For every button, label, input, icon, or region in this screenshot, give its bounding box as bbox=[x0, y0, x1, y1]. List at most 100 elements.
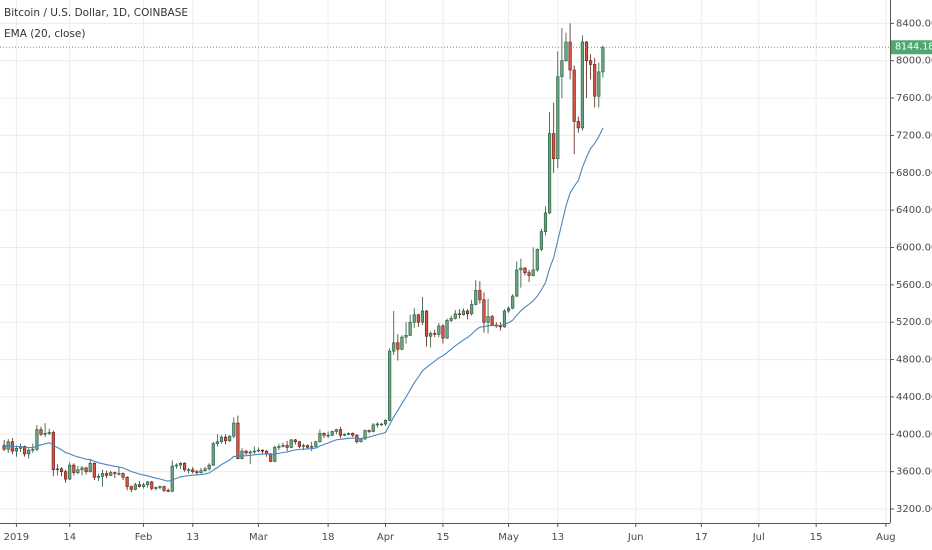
y-tick-label: 8400.00 bbox=[896, 18, 932, 29]
candle-body bbox=[174, 464, 178, 467]
x-tick-label: 13 bbox=[551, 532, 564, 543]
x-tick-label: Apr bbox=[377, 532, 395, 543]
candle-body bbox=[113, 472, 117, 474]
candle-body bbox=[429, 333, 433, 337]
candle-body bbox=[576, 121, 580, 129]
y-tick-label: 5200.00 bbox=[896, 317, 932, 328]
candle-body bbox=[256, 449, 260, 452]
candle-body bbox=[35, 429, 39, 450]
candle-body bbox=[129, 486, 133, 490]
candle-body bbox=[244, 450, 248, 454]
candle-body bbox=[240, 450, 244, 459]
candle-body bbox=[310, 446, 314, 448]
candle-body bbox=[593, 64, 597, 97]
ema-line bbox=[4, 127, 604, 482]
candle-body bbox=[72, 464, 76, 473]
y-tick-label: 6000.00 bbox=[896, 242, 932, 253]
candle-body bbox=[375, 423, 379, 426]
candle-body bbox=[100, 473, 105, 477]
candle-body bbox=[363, 430, 367, 440]
candle-body bbox=[96, 476, 101, 478]
candle-body bbox=[88, 462, 92, 472]
candle-body bbox=[470, 304, 474, 315]
y-tick-label: 6400.00 bbox=[896, 205, 932, 216]
candle-body bbox=[334, 429, 338, 432]
candle-body bbox=[404, 334, 408, 338]
candle-body bbox=[117, 473, 121, 475]
candle-body bbox=[589, 60, 593, 65]
candle-body bbox=[178, 462, 183, 466]
candle-body bbox=[338, 429, 342, 436]
x-tick-label: Jul bbox=[752, 532, 765, 543]
candle-body bbox=[207, 464, 211, 470]
last-price-label: 8144.18 bbox=[895, 42, 932, 53]
y-tick-label: 7600.00 bbox=[896, 93, 932, 104]
candle-body bbox=[64, 471, 68, 480]
candle-body bbox=[141, 484, 146, 487]
candle-body bbox=[580, 41, 584, 129]
candle-body bbox=[248, 451, 252, 454]
candle-body bbox=[465, 310, 470, 315]
candle-body bbox=[379, 423, 383, 426]
candle-body bbox=[453, 313, 457, 319]
candle-body bbox=[195, 471, 199, 473]
candle-body bbox=[515, 269, 519, 297]
candle-body bbox=[519, 267, 523, 271]
x-tick-label: May bbox=[498, 532, 519, 543]
candle-body bbox=[408, 321, 412, 336]
candle-body bbox=[457, 313, 461, 316]
candle-body bbox=[133, 484, 137, 490]
candle-body bbox=[84, 467, 88, 472]
candle-body bbox=[560, 60, 564, 77]
candle-body bbox=[215, 441, 219, 444]
candle-body bbox=[14, 447, 18, 452]
chart-title: Bitcoin / U.S. Dollar, 1D, COINBASE bbox=[4, 7, 188, 19]
candle-body bbox=[556, 76, 560, 160]
candle-body bbox=[297, 441, 301, 447]
y-tick-label: 6800.00 bbox=[896, 168, 932, 179]
candle-body bbox=[441, 325, 445, 339]
candle-body bbox=[511, 295, 515, 309]
candle-body bbox=[269, 453, 273, 462]
candle-body bbox=[314, 441, 318, 447]
candle-body bbox=[416, 314, 420, 323]
candle-body bbox=[236, 422, 240, 459]
candle-body bbox=[2, 445, 6, 450]
candle-body bbox=[43, 433, 47, 435]
candle-body bbox=[322, 433, 326, 436]
candle-body bbox=[548, 133, 552, 214]
candle-body bbox=[182, 462, 187, 471]
x-tick-label: 13 bbox=[186, 532, 199, 543]
x-tick-label: 15 bbox=[810, 532, 823, 543]
candle-body bbox=[232, 422, 236, 437]
candle-body bbox=[400, 336, 404, 350]
candle-body bbox=[252, 450, 256, 453]
candle-body bbox=[59, 468, 64, 472]
candle-body bbox=[187, 469, 191, 471]
candle-body bbox=[342, 433, 347, 436]
candle-body bbox=[482, 299, 486, 323]
candle-body bbox=[347, 433, 351, 435]
candle-body bbox=[412, 314, 416, 323]
candle-body bbox=[27, 449, 31, 455]
y-tick-label: 4000.00 bbox=[896, 429, 932, 440]
candle-body bbox=[543, 212, 548, 232]
last-price-box bbox=[891, 40, 932, 55]
candle-body bbox=[125, 476, 129, 487]
candle-body bbox=[326, 434, 330, 437]
candle-body bbox=[260, 449, 265, 452]
candle-body bbox=[437, 325, 441, 335]
x-tick-label: Aug bbox=[876, 532, 896, 543]
candle-body bbox=[568, 41, 572, 71]
candle-body bbox=[162, 486, 166, 491]
y-tick-label: 7200.00 bbox=[896, 130, 932, 141]
x-tick-label: Feb bbox=[135, 532, 153, 543]
candle-body bbox=[23, 446, 27, 455]
candle-body bbox=[154, 487, 158, 489]
candle-body bbox=[68, 464, 72, 480]
candle-body bbox=[490, 316, 494, 326]
candle-body bbox=[359, 438, 363, 443]
candle-body bbox=[506, 307, 511, 312]
